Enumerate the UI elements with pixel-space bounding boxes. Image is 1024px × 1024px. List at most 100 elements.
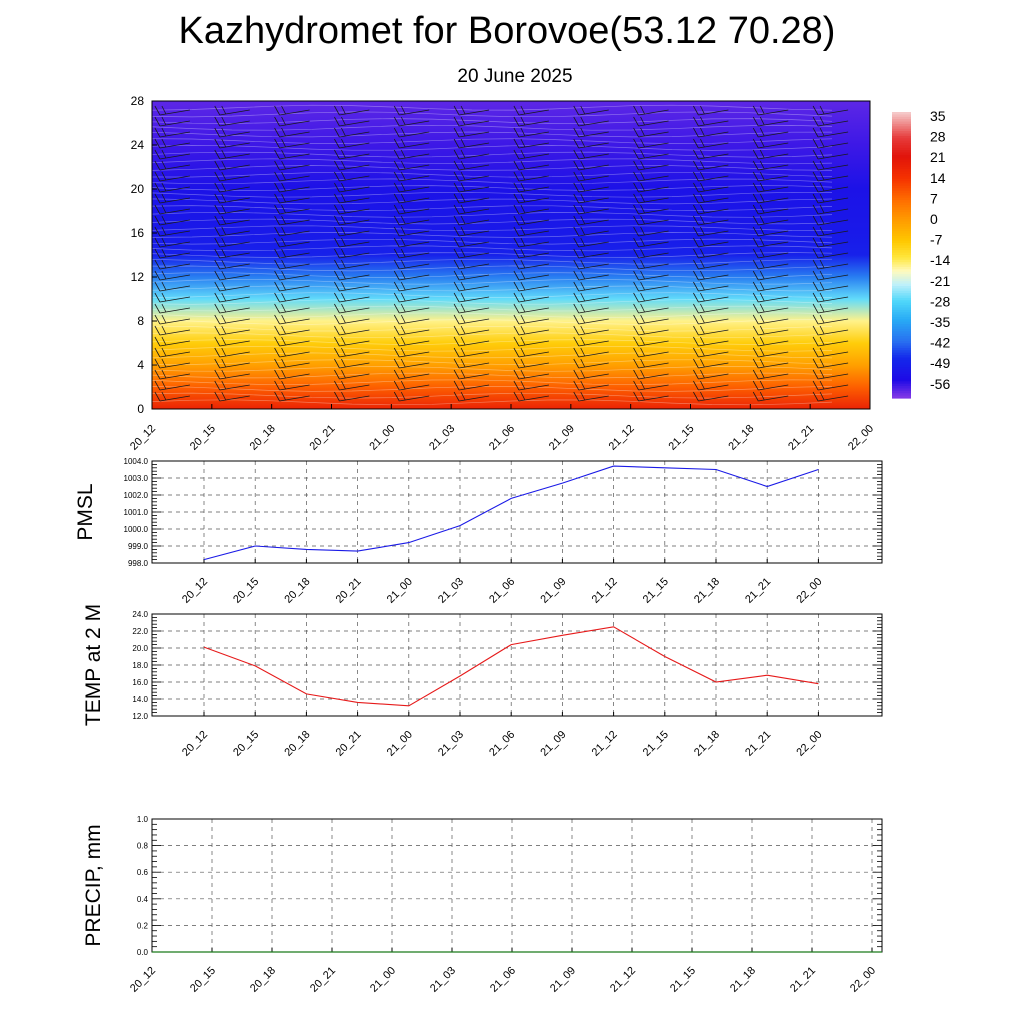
wind-barb xyxy=(693,336,729,347)
colorbar-segment xyxy=(892,364,911,368)
wind-barb xyxy=(453,204,490,215)
colorbar-segment xyxy=(892,169,911,173)
wind-barb xyxy=(214,336,250,347)
x-tick-label: 21_03 xyxy=(436,729,466,759)
y-tick-label: 16.0 xyxy=(132,678,148,687)
wind-barb xyxy=(453,270,490,281)
x-tick-label: 20_18 xyxy=(282,576,312,606)
wind-barb xyxy=(274,237,310,248)
colorbar-segment xyxy=(892,328,911,332)
wind-barb xyxy=(573,281,609,292)
wind-barb xyxy=(633,127,669,138)
wind-barb xyxy=(274,336,310,347)
y-tick-label: 0.8 xyxy=(137,842,149,851)
wind-barb xyxy=(334,116,370,127)
colorbar-segment xyxy=(892,131,911,135)
x-tick-label: 21_00 xyxy=(385,576,415,606)
wind-barb xyxy=(334,204,370,215)
wind-barb xyxy=(154,314,190,325)
pmsl-panel: 998.0 999.0 1000.0 1001.0 1002.0 1003.0 1004.0… xyxy=(74,457,883,606)
wind-barb xyxy=(693,281,729,292)
wind-barb xyxy=(693,127,729,138)
wind-barb xyxy=(214,226,250,237)
wind-barb xyxy=(453,237,490,248)
wind-barb xyxy=(752,182,789,193)
x-tick-label: 21_09 xyxy=(548,965,578,995)
colorbar-segment xyxy=(892,221,911,225)
y-tick-label: 22.0 xyxy=(132,627,148,636)
wind-barb xyxy=(334,237,370,248)
wind-barb xyxy=(513,237,549,248)
y-tick-label: 0 xyxy=(137,402,144,416)
colorbar-segment xyxy=(892,183,911,187)
colorbar-segment xyxy=(892,152,911,156)
colorbar-segment xyxy=(892,216,911,220)
wind-barb xyxy=(693,358,729,369)
x-tick-label: 21_15 xyxy=(668,965,698,995)
colorbar-segment xyxy=(892,359,911,363)
wind-barb xyxy=(752,336,789,347)
x-tick-label: 21_15 xyxy=(641,729,671,759)
wind-barb xyxy=(633,380,669,391)
wind-barb xyxy=(812,369,849,380)
wind-barb xyxy=(693,347,729,358)
x-tick-label: 21_00 xyxy=(367,423,397,453)
wind-barb xyxy=(693,270,729,281)
x-tick-label: 21_06 xyxy=(487,729,517,759)
wind-barb xyxy=(573,303,609,314)
wind-barb xyxy=(453,160,490,171)
x-tick-label: 20_21 xyxy=(308,423,338,453)
x-tick-label: 21_21 xyxy=(743,576,773,606)
colorbar-segment xyxy=(892,297,911,301)
wind-barb xyxy=(334,336,370,347)
wind-barb xyxy=(513,314,549,325)
y-tick-label: 24.0 xyxy=(132,610,148,619)
wind-barb xyxy=(214,215,250,226)
colorbar-segment xyxy=(892,159,911,163)
wind-barb xyxy=(453,215,490,226)
wind-barb xyxy=(812,215,849,226)
wind-barb xyxy=(214,391,250,402)
colorbar-segment xyxy=(892,314,911,318)
wind-barb xyxy=(154,226,190,237)
wind-barb xyxy=(334,281,370,292)
wind-barb xyxy=(393,325,430,336)
wind-barb xyxy=(274,314,310,325)
wind-barb xyxy=(334,160,370,171)
x-tick-label: 21_06 xyxy=(488,965,518,995)
wind-barb xyxy=(752,292,789,303)
wind-barb xyxy=(573,116,609,127)
colorbar-label: -49 xyxy=(930,355,950,371)
colorbar-segment xyxy=(892,226,911,230)
wind-barb xyxy=(453,116,490,127)
wind-barb xyxy=(393,182,430,193)
wind-barb xyxy=(274,160,310,171)
wind-barb xyxy=(693,248,729,259)
colorbar-segment xyxy=(892,116,911,120)
wind-barb xyxy=(693,325,729,336)
y-tick-label: 20.0 xyxy=(132,644,148,653)
colorbar-segment xyxy=(892,243,911,247)
colorbar-segment xyxy=(892,305,911,309)
wind-barb xyxy=(573,347,609,358)
wind-barb xyxy=(693,105,729,116)
colorbar-segment xyxy=(892,145,911,149)
chart-title: Kazhydromet for Borovoe(53.12 70.28) xyxy=(178,10,836,52)
colorbar-segment xyxy=(892,195,911,199)
wind-barb xyxy=(693,369,729,380)
wind-barb xyxy=(214,105,250,116)
wind-barb xyxy=(154,127,190,138)
wind-barb xyxy=(334,369,370,380)
wind-barb xyxy=(693,237,729,248)
wind-barb xyxy=(693,204,729,215)
wind-barb xyxy=(154,116,190,127)
wind-barb xyxy=(154,369,190,380)
wind-barb xyxy=(453,127,490,138)
colorbar-segment xyxy=(892,257,911,261)
wind-barb xyxy=(513,138,549,149)
wind-barb xyxy=(633,303,669,314)
colorbar-segment xyxy=(892,319,911,323)
wind-barb xyxy=(274,281,310,292)
x-tick-label: 20_12 xyxy=(128,965,158,995)
colorbar-label: 0 xyxy=(930,211,938,227)
